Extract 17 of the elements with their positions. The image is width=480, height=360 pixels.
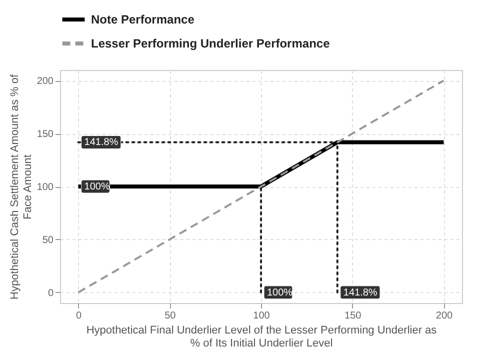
x-tick-label: 100: [253, 310, 270, 322]
annotation: 100%: [84, 182, 110, 192]
annotation: 141.8%: [84, 137, 118, 148]
legend-label: Lesser Performing Underlier Performance: [91, 36, 330, 50]
annotation: 141.8%: [343, 287, 378, 298]
y-tick-label: 50: [42, 234, 54, 246]
x-tick-label: 50: [164, 310, 176, 322]
y-tick-label: 100: [36, 182, 54, 193]
y-axis-title: Hypothetical Cash Settlement Amount as % of Face Amount: [8, 74, 34, 300]
x-tick-label: 200: [436, 310, 454, 322]
y-tick-label: 0: [48, 288, 54, 299]
x-tick-label: 150: [344, 310, 362, 322]
x-tick-label: 0: [76, 310, 82, 322]
y-tick-label: 150: [36, 129, 54, 140]
x-axis-title: Hypothetical Final Underlier Level of the Lesser Performing Underlier as % of Its Initial Underlier Level: [86, 324, 438, 350]
legend-label: Note Performance: [91, 12, 195, 26]
y-tick-label: 200: [36, 76, 54, 88]
